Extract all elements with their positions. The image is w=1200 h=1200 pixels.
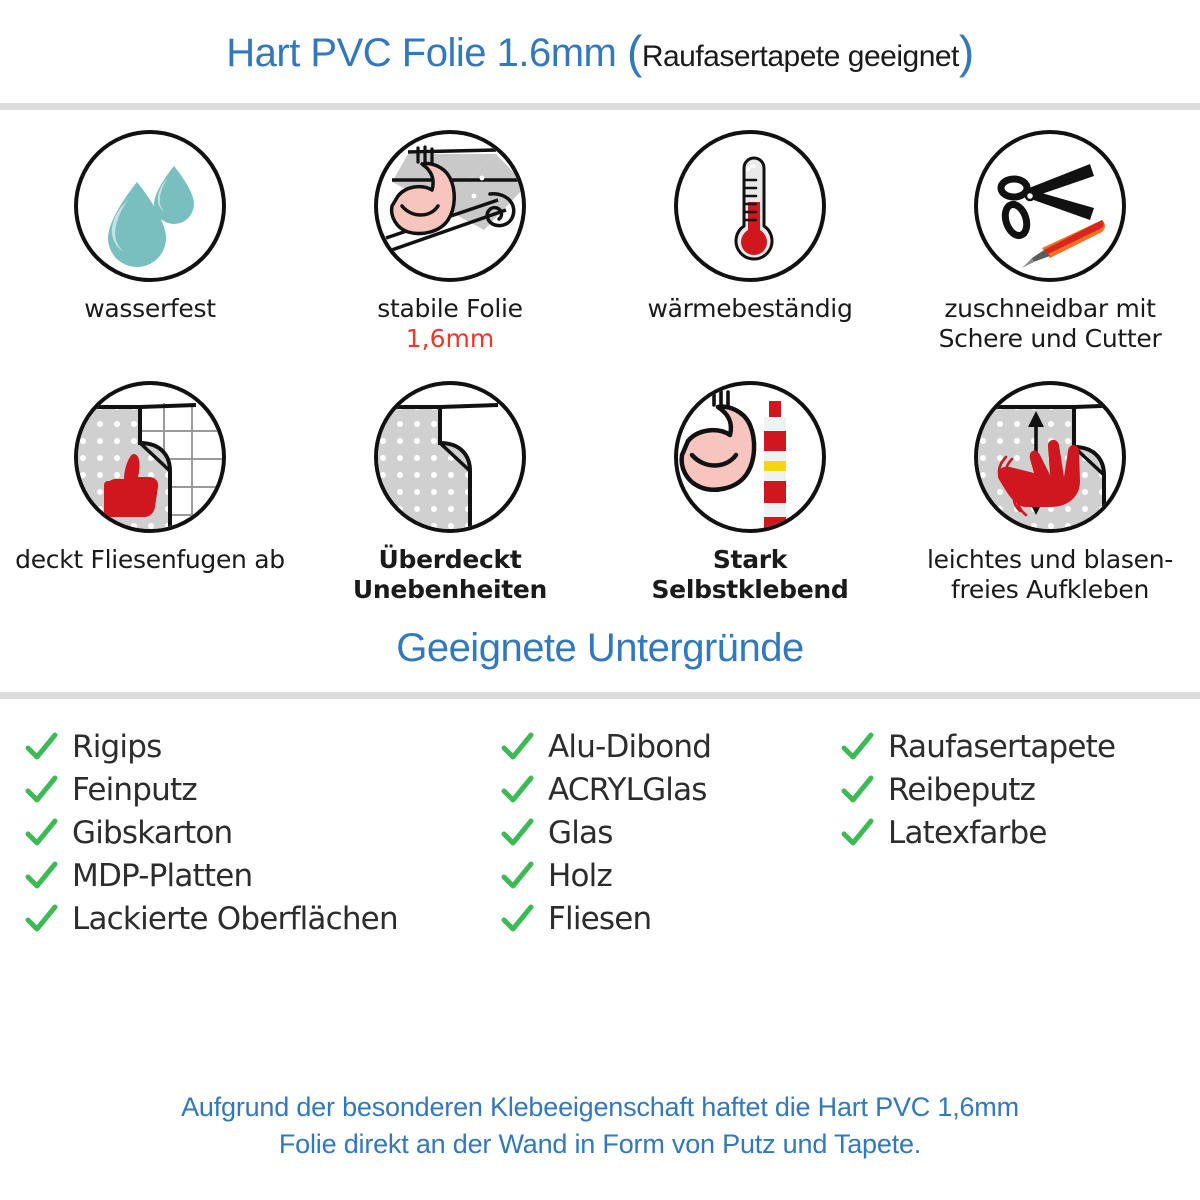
feature-waermebestaendig: wärmebeständig	[600, 130, 900, 353]
list-item: Lackierte Oberflächen	[24, 897, 500, 940]
footer-line-1: Aufgrund der besonderen Klebeeigenschaft…	[181, 1092, 1019, 1123]
list-item-label: MDP-Platten	[72, 857, 253, 894]
feature-icon-circle	[974, 381, 1126, 533]
check-mark-icon	[501, 861, 534, 888]
page-title-sub: Raufasertapete geeignet	[641, 39, 960, 73]
paren-open: (	[626, 25, 642, 78]
list-item-label: Latexfarbe	[888, 814, 1048, 851]
feature-icon-circle	[74, 130, 226, 282]
hand-smoothing-icon	[978, 403, 1122, 529]
feature-label: zuschneidbar mit Schere und Cutter	[938, 294, 1162, 353]
check-mark-icon	[25, 732, 58, 759]
list-item: Reibeputz	[840, 768, 1200, 811]
suitable-surfaces-list: Rigips Feinputz Gibskarton MDP-Platten L…	[0, 699, 1200, 940]
list-item-label: Reibeputz	[888, 771, 1036, 808]
feature-label: stabile Folie	[377, 294, 523, 323]
list-item-label: Alu-Dibond	[548, 728, 712, 765]
list-item-label: Feinputz	[72, 771, 198, 808]
section-heading-text: Geeignete Untergründe	[396, 625, 804, 670]
divider-bottom	[0, 692, 1200, 699]
footer-note: Aufgrund der besonderen Klebeeigenschaft…	[0, 1089, 1200, 1162]
scissors-cutter-icon	[997, 164, 1105, 268]
feature-label: leichtes und blasen- freies Aufkleben	[927, 545, 1173, 604]
checklist-column-2: Alu-Dibond ACRYLGlas Glas Holz Fliesen	[500, 721, 840, 940]
feature-label: Stark Selbstklebend	[651, 545, 849, 604]
strong-arm-glue-tube-icon	[679, 388, 786, 529]
feature-wasserfest: wasserfest	[0, 130, 300, 353]
check-mark-icon	[841, 775, 874, 802]
check-mark-icon	[501, 732, 534, 759]
feature-stabile-folie: stabile Folie 1,6mm	[300, 130, 600, 353]
thumbs-up-tile-grid-icon	[78, 403, 222, 529]
feature-label: deckt Fliesenfugen ab	[15, 545, 285, 574]
check-mark-icon	[25, 818, 58, 845]
paren-close: )	[958, 25, 974, 78]
feature-label: Überdeckt Unebenheiten	[352, 545, 548, 604]
list-item: Rigips	[24, 725, 500, 768]
list-item: Fliesen	[500, 897, 840, 940]
check-mark-icon	[501, 818, 534, 845]
list-item-label: Gibskarton	[72, 814, 233, 851]
water-drops-icon	[108, 166, 194, 267]
feature-label: wärmebeständig	[647, 294, 853, 323]
list-item: Latexfarbe	[840, 811, 1200, 854]
feature-icon-circle	[374, 130, 526, 282]
list-item-label: Glas	[548, 814, 613, 851]
feature-icon-circle	[674, 130, 826, 282]
page-title: Hart PVC Folie 1.6mm (Raufasertapete gee…	[226, 25, 974, 79]
section-heading: Geeignete Untergründe	[0, 604, 1200, 692]
feature-row-1: wasserfest	[0, 130, 1200, 353]
check-mark-icon	[501, 775, 534, 802]
list-item: Alu-Dibond	[500, 725, 840, 768]
feature-grid: wasserfest	[0, 110, 1200, 604]
list-item: Gibskarton	[24, 811, 500, 854]
thermometer-icon	[734, 156, 774, 261]
page-header: Hart PVC Folie 1.6mm (Raufasertapete gee…	[0, 0, 1200, 103]
feature-row-2: deckt Fliesenfugen ab Überde	[0, 381, 1200, 604]
feature-ueberdeckt-unebenheiten: Überdeckt Unebenheiten	[300, 381, 600, 604]
check-mark-icon	[501, 904, 534, 931]
feature-label: wasserfest	[84, 294, 216, 323]
list-item: Holz	[500, 854, 840, 897]
feature-icon-circle	[374, 381, 526, 533]
check-mark-icon	[25, 861, 58, 888]
list-item-label: ACRYLGlas	[548, 771, 707, 808]
check-mark-icon	[841, 732, 874, 759]
feature-blasenfreies-aufkleben: leichtes und blasen- freies Aufkleben	[900, 381, 1200, 604]
list-item: Raufasertapete	[840, 725, 1200, 768]
list-item-label: Fliesen	[548, 900, 652, 937]
footer-line-2: Folie direkt an der Wand in Form von Put…	[278, 1128, 922, 1159]
list-item: ACRYLGlas	[500, 768, 840, 811]
page-title-main: Hart PVC Folie 1.6mm	[226, 30, 617, 75]
check-mark-icon	[25, 904, 58, 931]
feature-stark-selbstklebend: Stark Selbstklebend	[600, 381, 900, 604]
list-item-label: Raufasertapete	[888, 728, 1116, 765]
feature-sublabel: 1,6mm	[405, 323, 495, 353]
feature-icon-circle	[674, 381, 826, 533]
list-item-label: Rigips	[72, 728, 162, 765]
list-item: Feinputz	[24, 768, 500, 811]
strong-arm-film-icon	[385, 145, 522, 254]
list-item: MDP-Platten	[24, 854, 500, 897]
check-mark-icon	[25, 775, 58, 802]
feature-icon-circle	[74, 381, 226, 533]
divider-top	[0, 103, 1200, 110]
list-item-label: Holz	[548, 857, 613, 894]
list-item-label: Lackierte Oberflächen	[72, 900, 399, 937]
feature-icon-circle	[974, 130, 1126, 282]
list-item: Glas	[500, 811, 840, 854]
checklist-column-3: Raufasertapete Reibeputz Latexfarbe	[840, 721, 1200, 940]
feature-deckt-fliesenfugen: deckt Fliesenfugen ab	[0, 381, 300, 604]
feature-zuschneidbar: zuschneidbar mit Schere und Cutter	[900, 130, 1200, 353]
dotted-sheet-icon	[378, 403, 499, 529]
check-mark-icon	[841, 818, 874, 845]
checklist-column-1: Rigips Feinputz Gibskarton MDP-Platten L…	[0, 721, 500, 940]
